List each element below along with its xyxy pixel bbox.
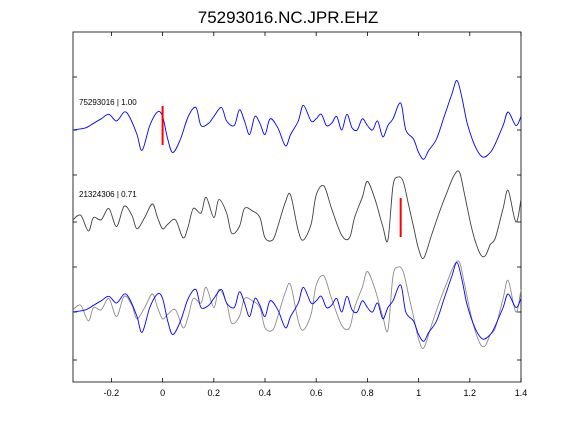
x-tick-label-1: 0 — [160, 388, 165, 398]
pick-markers — [161, 106, 402, 237]
x-tick-label-4: 0.6 — [310, 388, 323, 398]
x-tick-label-3: 0.4 — [259, 388, 272, 398]
trace-label-1: 21324306 | 0.71 — [79, 190, 137, 199]
trace-line-0 — [72, 80, 522, 160]
x-ticks: -0.2 0 0.2 0.4 0.6 0.8 1 1.2 1.4 — [104, 32, 528, 398]
x-tick-label-0: -0.2 — [104, 388, 120, 398]
trace-line-1 — [72, 170, 522, 259]
overlay-line-0 — [72, 262, 522, 342]
plot-frame — [72, 31, 522, 383]
chart-title: 75293016.NC.JPR.EHZ — [197, 8, 379, 27]
x-tick-label-2: 0.2 — [208, 388, 221, 398]
x-tick-label-5: 0.8 — [361, 388, 374, 398]
overlay-line-1 — [72, 260, 522, 349]
trace-label-0: 75293016 | 1.00 — [79, 98, 137, 107]
trace-labels: 75293016 | 1.00 21324306 | 0.71 — [79, 98, 137, 199]
x-tick-label-7: 1.2 — [464, 388, 477, 398]
x-tick-label-8: 1.4 — [515, 388, 528, 398]
x-tick-label-6: 1 — [416, 388, 421, 398]
traces — [72, 80, 522, 349]
